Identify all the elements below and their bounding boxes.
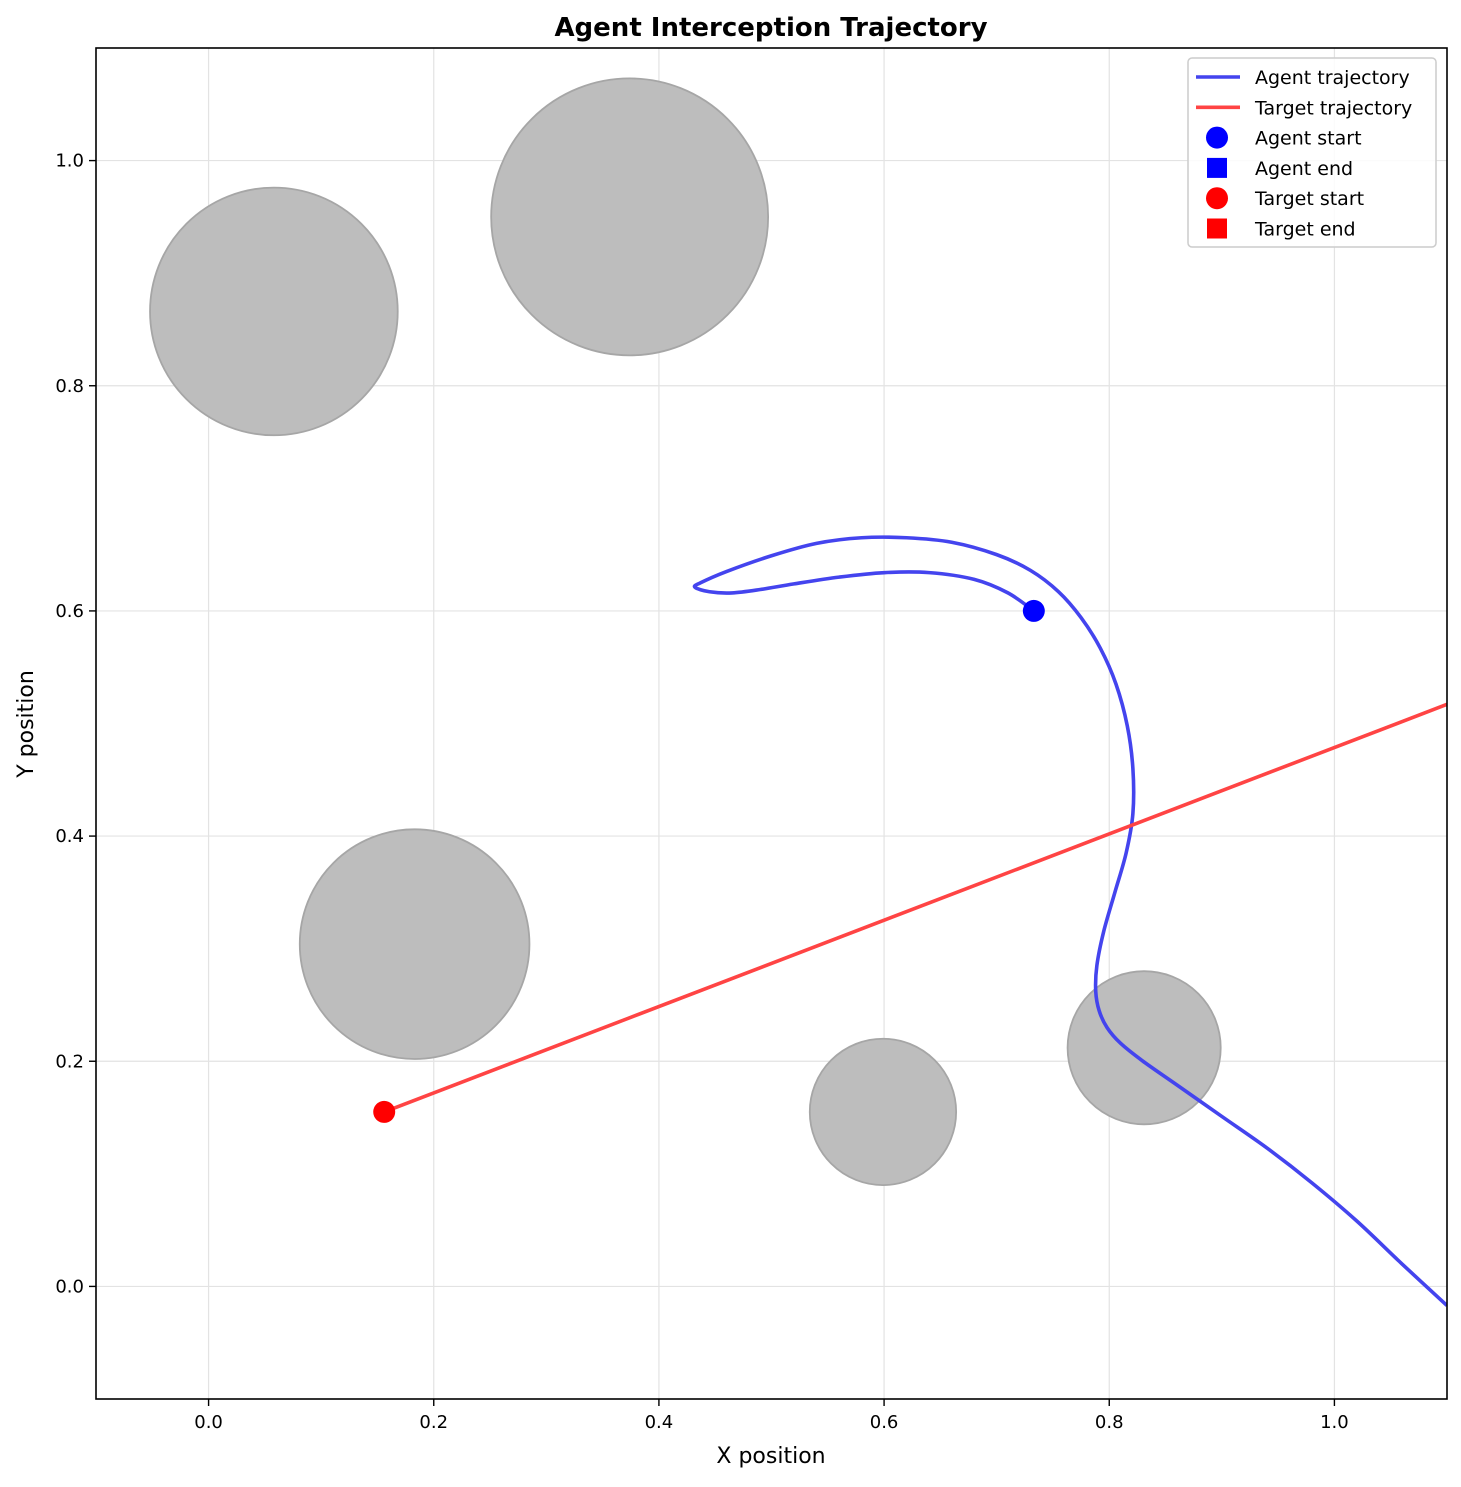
legend-label-target-end: Target end — [1254, 219, 1356, 241]
x-tick-label: 0.4 — [645, 1412, 674, 1433]
legend-label-agent-end: Agent end — [1255, 158, 1353, 180]
y-tick-label: 0.4 — [55, 826, 84, 847]
legend-swatch-target-end — [1207, 218, 1227, 239]
legend-box — [1187, 57, 1437, 248]
legend-swatch-agent-start — [1206, 126, 1228, 149]
legend-label-target-trajectory: Target trajectory — [1254, 97, 1412, 119]
markers — [373, 599, 1045, 1123]
legend-label-agent-trajectory: Agent trajectory — [1255, 67, 1410, 89]
y-tick-label: 0.0 — [55, 1276, 84, 1297]
target-start-marker — [373, 1100, 396, 1123]
agent-trajectory-line — [692, 535, 1447, 1307]
legend-label-agent-start: Agent start — [1255, 128, 1362, 150]
legend-swatch-agent-end — [1207, 157, 1227, 178]
y-tick-label: 1.0 — [55, 151, 84, 172]
ticks: 0.0 0.2 0.4 0.6 0.8 1.0 0.0 0.2 0.4 0.6 0.8 1.0 — [55, 151, 1348, 1433]
obstacle-circle — [808, 1037, 958, 1186]
target-trajectory-line — [383, 702, 1447, 1114]
series — [383, 535, 1447, 1307]
obstacle-circle — [490, 77, 770, 357]
plot-frame — [95, 47, 1448, 1400]
legend-swatch-target-start — [1206, 187, 1228, 210]
y-tick-label: 0.2 — [55, 1051, 84, 1072]
y-axis-label: Y position — [14, 670, 39, 779]
x-tick-label: 1.0 — [1320, 1412, 1349, 1433]
y-tick-label: 0.6 — [55, 601, 84, 622]
obstacles — [149, 77, 1222, 1186]
y-tick-label: 0.8 — [55, 376, 84, 397]
obstacle-circle — [149, 186, 399, 437]
obstacle-circle — [1066, 970, 1222, 1126]
x-tick-label: 0.2 — [419, 1412, 448, 1433]
obstacle-circle — [298, 828, 531, 1060]
legend: Agent trajectory Target trajectory Agent s… — [1187, 57, 1437, 248]
chart-title: Agent Interception Trajectory — [554, 13, 987, 43]
x-tick-label: 0.0 — [194, 1412, 223, 1433]
legend-label-target-start: Target start — [1254, 188, 1364, 210]
x-tick-label: 0.6 — [870, 1412, 899, 1433]
x-tick-label: 0.8 — [1095, 1412, 1124, 1433]
agent-start-marker — [1022, 599, 1045, 622]
x-axis-label: X position — [716, 1444, 825, 1469]
